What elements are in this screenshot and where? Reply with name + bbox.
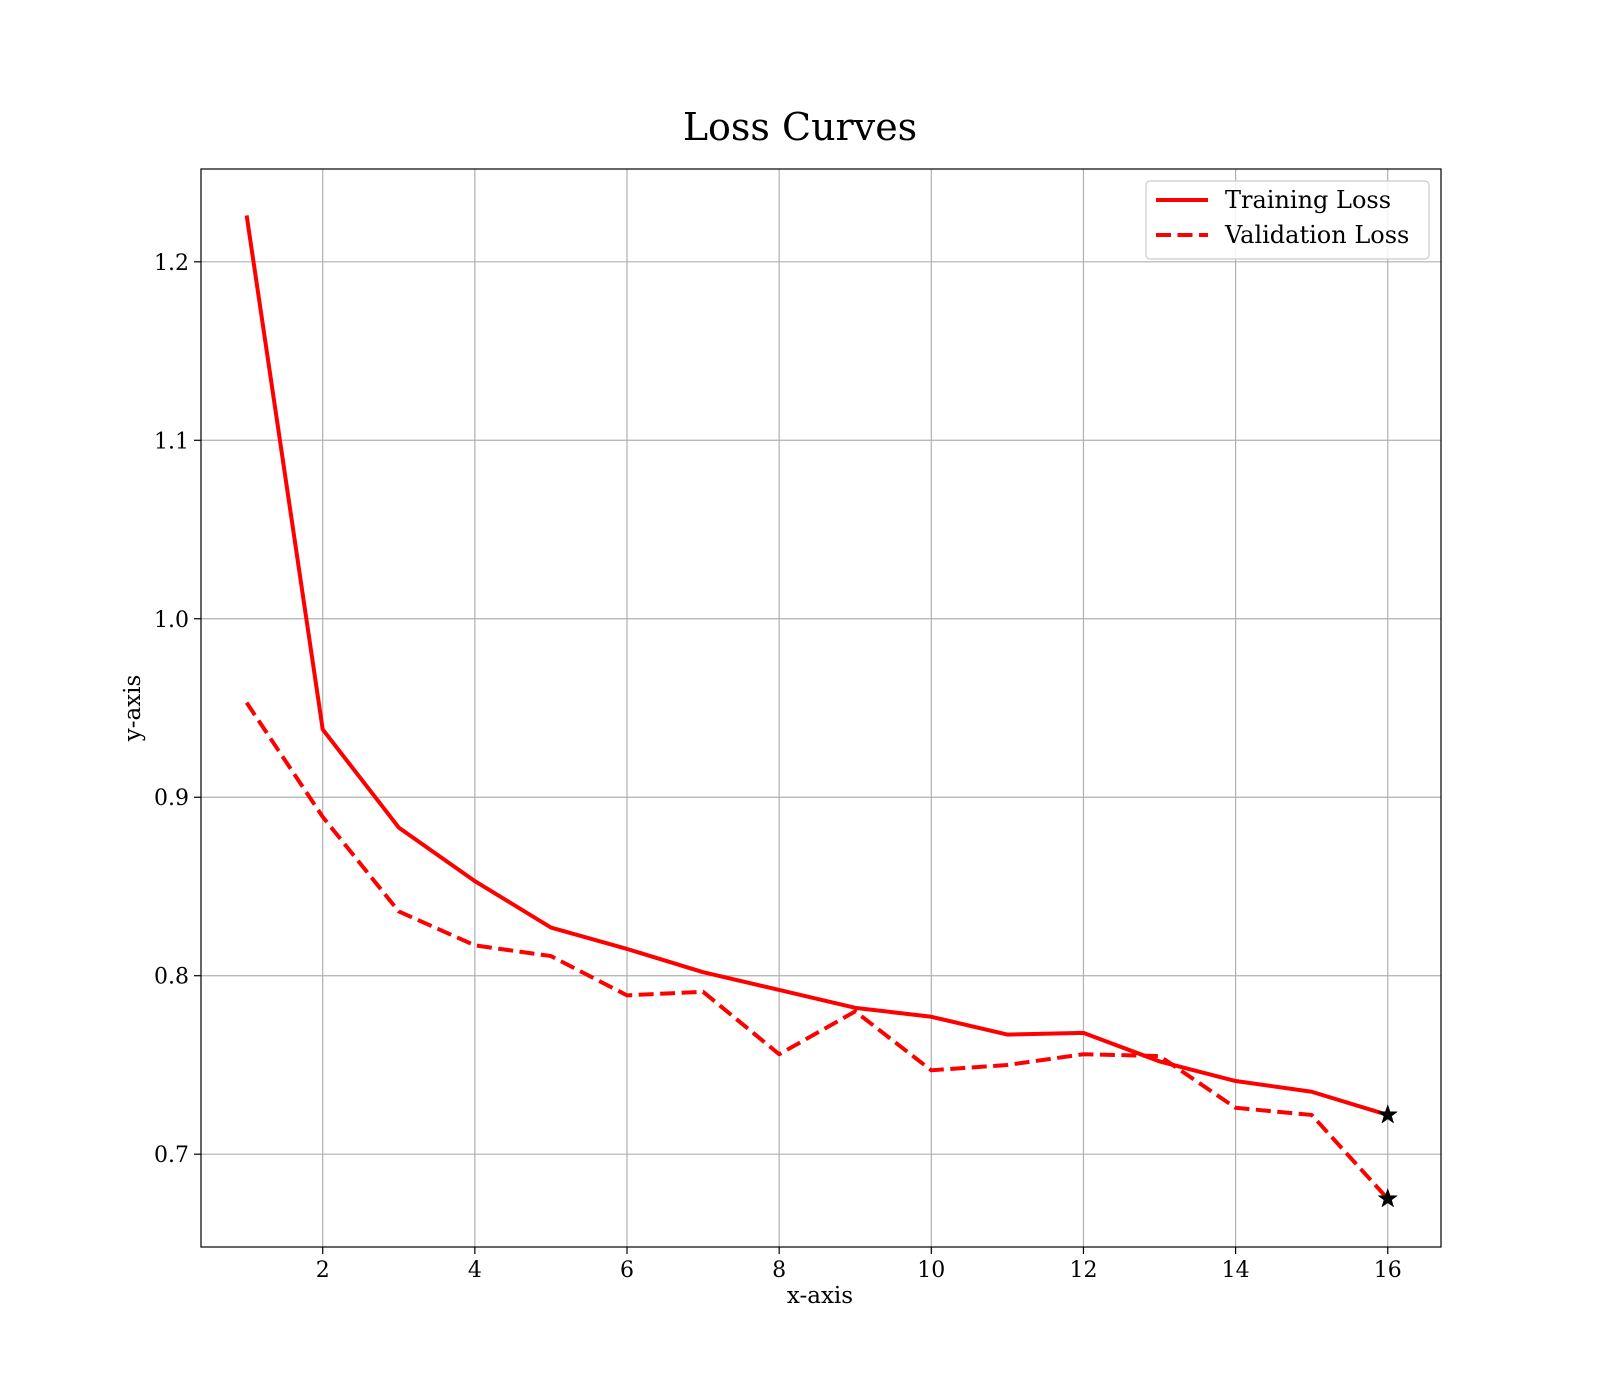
series-line-training-loss — [244, 215, 1389, 1117]
y-tick-label: 0.9 — [154, 786, 189, 811]
x-tick-label: 8 — [772, 1258, 786, 1283]
y-tick-label: 1.1 — [154, 429, 189, 454]
x-tick-label: 12 — [1069, 1258, 1097, 1283]
y-axis-label: y-axis — [120, 675, 146, 743]
star-marker-training-loss — [1377, 1104, 1398, 1124]
legend-label-training-loss: Training Loss — [1225, 186, 1391, 214]
y-tick-label: 1.0 — [154, 608, 189, 633]
y-tick-label: 0.7 — [154, 1143, 189, 1168]
series-layer — [244, 215, 1390, 1201]
plot-frame — [200, 168, 1442, 1248]
y-tick-label: 0.8 — [154, 965, 189, 990]
x-tick-label: 4 — [468, 1258, 482, 1283]
y-tick-label: 1.2 — [154, 251, 189, 276]
x-tick-label: 16 — [1374, 1258, 1402, 1283]
grid-layer — [201, 169, 1441, 1247]
x-axis-label: x-axis — [787, 1283, 853, 1309]
series-line-validation-loss — [244, 701, 1390, 1201]
x-tick-label: 2 — [316, 1258, 330, 1283]
star-marker-validation-loss — [1377, 1188, 1398, 1208]
x-tick-label: 6 — [620, 1258, 634, 1283]
chart-title: Loss Curves — [683, 105, 917, 149]
legend: Training Loss Validation Loss — [1145, 180, 1430, 260]
legend-box — [1145, 180, 1430, 260]
legend-label-validation-loss: Validation Loss — [1224, 221, 1409, 249]
x-tick-label: 14 — [1222, 1258, 1250, 1283]
x-tick-label: 10 — [917, 1258, 945, 1283]
tick-layer: 2 4 6 8 10 12 14 16 0.7 0.8 0.9 1.0 1.1 1.2 — [154, 251, 1402, 1283]
marker-layer — [1377, 1104, 1398, 1208]
